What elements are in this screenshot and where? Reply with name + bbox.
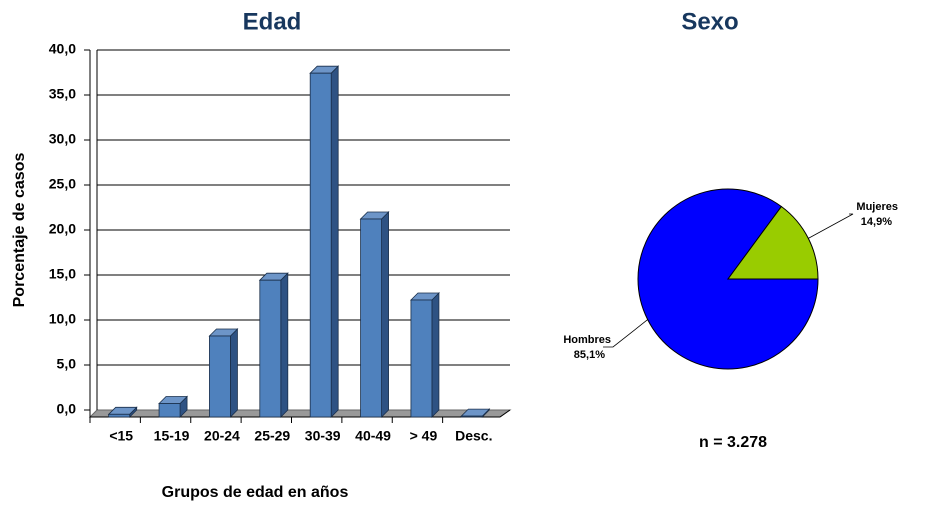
bar-side — [381, 211, 389, 418]
bar-side — [330, 65, 339, 418]
y-tick-label: 0,0 — [57, 401, 77, 417]
slice-label: Mujeres — [856, 201, 898, 213]
x-tick-label: 30-39 — [305, 428, 341, 444]
annotation: n = 3.278 — [699, 434, 767, 451]
x-axis-title: Grupos de edad en años — [162, 484, 349, 501]
pie-title: Sexo — [681, 8, 738, 35]
y-tick-label: 35,0 — [49, 86, 76, 102]
bar — [410, 299, 433, 418]
pie-slice — [727, 205, 819, 280]
x-tick-label: 20-24 — [204, 428, 240, 444]
y-tick-label: 10,0 — [49, 311, 76, 327]
y-tick-label: 30,0 — [49, 131, 76, 147]
leader-line — [808, 213, 854, 239]
y-tick-label: 20,0 — [49, 221, 76, 237]
bar — [309, 72, 332, 418]
bar — [209, 335, 231, 418]
x-tick-label: Desc. — [455, 428, 492, 444]
bar — [360, 218, 382, 418]
x-tick-label: > 49 — [410, 428, 438, 444]
bar-side — [230, 328, 238, 418]
slice-value-label: 85,1% — [574, 349, 605, 361]
floor — [88, 409, 512, 418]
leader-line — [603, 319, 648, 348]
y-tick-label: 15,0 — [49, 266, 76, 282]
x-axis-side — [499, 409, 511, 418]
bar — [460, 415, 483, 418]
bar-side — [431, 292, 440, 418]
slice-value-label: 14,9% — [861, 216, 892, 228]
bar — [259, 279, 282, 418]
bar — [108, 413, 131, 418]
x-tick-label: 15-19 — [154, 428, 190, 444]
x-tick-label: 25-29 — [254, 428, 290, 444]
y-axis-title: Porcentaje de casos — [11, 153, 28, 308]
y-tick-label: 5,0 — [57, 356, 77, 372]
slice-label: Hombres — [563, 334, 611, 346]
bar — [158, 403, 181, 418]
y-tick-label: 40,0 — [49, 41, 76, 57]
x-tick-label: 40-49 — [355, 428, 391, 444]
x-tick-label: <15 — [109, 428, 133, 444]
bar-title: Edad — [243, 8, 302, 35]
bar-side — [280, 272, 289, 418]
y-tick-label: 25,0 — [49, 176, 76, 192]
